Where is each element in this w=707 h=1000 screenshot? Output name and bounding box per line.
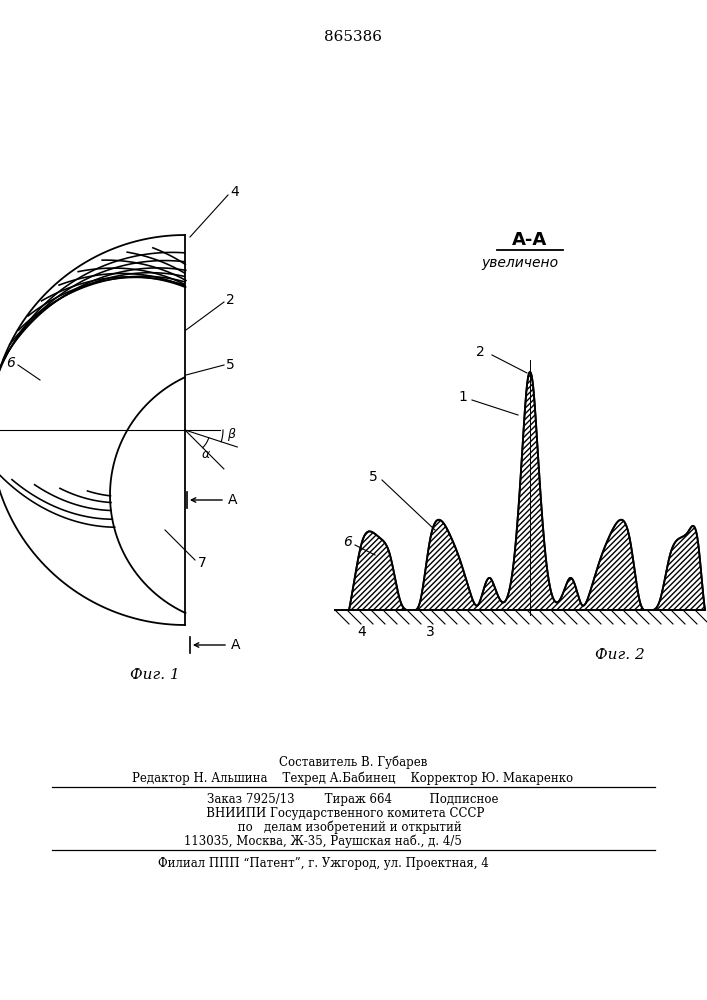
Text: 7: 7: [198, 556, 206, 570]
Text: Составитель В. Губарев: Составитель В. Губарев: [279, 755, 427, 769]
Text: 6: 6: [6, 356, 15, 370]
Text: Фиг. 1: Фиг. 1: [130, 668, 180, 682]
Text: 5: 5: [369, 470, 378, 484]
Text: увеличено: увеличено: [481, 256, 559, 270]
Text: 865386: 865386: [324, 30, 382, 44]
Text: 113035, Москва, Ж-35, Раушская наб., д. 4/5: 113035, Москва, Ж-35, Раушская наб., д. …: [184, 834, 462, 848]
Text: A-A: A-A: [513, 231, 548, 249]
Text: A: A: [228, 493, 238, 507]
Text: 4: 4: [230, 185, 239, 199]
Text: $\alpha$: $\alpha$: [201, 448, 211, 461]
Text: Редактор Н. Альшина    Техред А.Бабинец    Корректор Ю. Макаренко: Редактор Н. Альшина Техред А.Бабинец Кор…: [132, 771, 573, 785]
Text: Филиал ППП “Патент”, г. Ужгород, ул. Проектная, 4: Филиал ППП “Патент”, г. Ужгород, ул. Про…: [158, 857, 489, 870]
Text: Заказ 7925/13        Тираж 664          Подписное: Заказ 7925/13 Тираж 664 Подписное: [207, 792, 498, 806]
Text: 6: 6: [343, 535, 352, 549]
Text: 1: 1: [458, 390, 467, 404]
Text: 2: 2: [226, 293, 235, 307]
Text: A: A: [231, 638, 240, 652]
Text: 5: 5: [226, 358, 235, 372]
Text: 4: 4: [358, 625, 366, 639]
Text: 2: 2: [477, 345, 485, 359]
Text: ВНИИПИ Государственного комитета СССР: ВНИИПИ Государственного комитета СССР: [195, 806, 485, 820]
Text: 3: 3: [426, 625, 434, 639]
Text: $\beta$: $\beta$: [227, 426, 237, 443]
Text: Фиг. 2: Фиг. 2: [595, 648, 645, 662]
Text: по   делам изобретений и открытий: по делам изобретений и открытий: [218, 820, 462, 834]
